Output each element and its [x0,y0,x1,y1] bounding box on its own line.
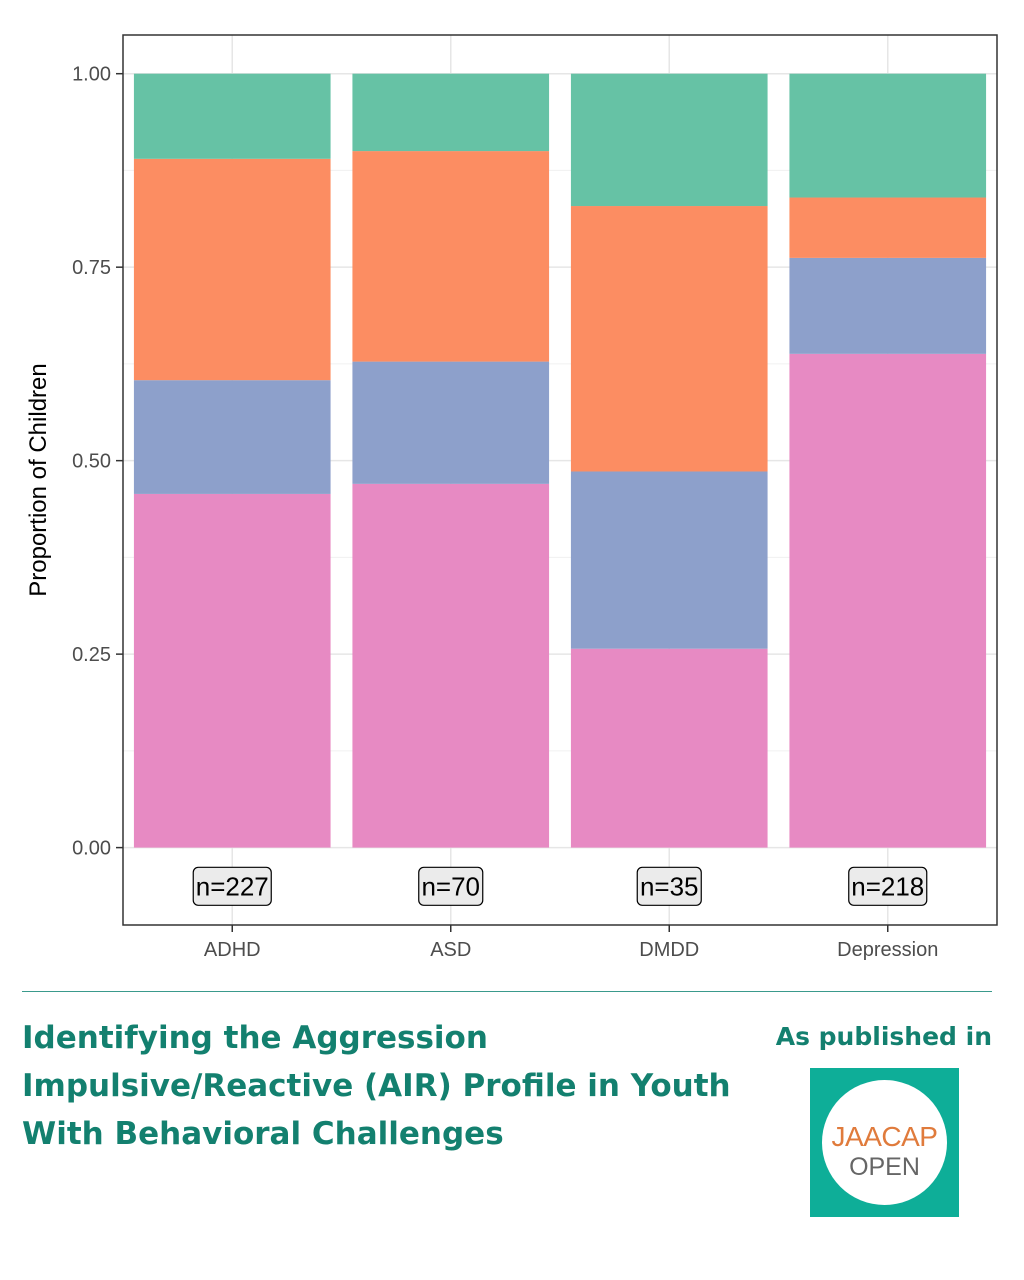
bar-dmdd-segment-1 [570,648,768,848]
x-tick-label: DMDD [639,939,699,961]
y-tick-label: 0.00 [72,838,111,860]
y-axis-label: Proportion of Children [25,363,52,596]
count-label-box [636,866,702,906]
x-tick-label: ASD [430,939,471,961]
count-label: n=218 [851,871,924,901]
stacked-bar-chart: n=227 n=70 n=35 n=218 0.00 0.25 0.50 0.75 1.00 A… [25,34,998,961]
logo-circle: JAACAP OPEN [822,1080,947,1205]
count-label: n=70 [421,871,480,901]
footer-divider [22,991,992,992]
axes: 0.00 0.25 0.50 0.75 1.00 ADHD ASD DMDD Depressio… [72,64,938,961]
count-label: n=227 [196,871,269,901]
x-tick-label: Depression [837,939,938,961]
x-tick-label: ADHD [204,939,261,961]
bar-asd-segment-4 [352,73,550,152]
count-label: n=35 [640,871,699,901]
bar-asd-segment-2 [352,361,550,484]
bar-adhd-segment-3 [133,158,331,381]
bar-adhd-segment-2 [133,380,331,494]
logo-text-open: OPEN [849,1153,920,1181]
bar-dmdd-segment-4 [570,73,768,207]
y-tick-label: 0.25 [72,644,111,666]
y-tick-label: 0.75 [72,257,111,279]
bar-depression-segment-2 [789,257,987,354]
plot-panel-border [122,34,998,926]
bar-dmdd-segment-3 [570,206,768,472]
journal-logo: JAACAP OPEN [810,1068,959,1217]
bar-asd-segment-1 [352,483,550,848]
y-tick-label: 1.00 [72,64,111,86]
count-label-box [192,866,272,906]
bar-asd-segment-3 [352,151,550,362]
logo-text-jaacap: JAACAP [831,1121,938,1152]
count-label-box [418,866,484,906]
bar-depression-segment-3 [789,197,987,258]
bars [133,73,987,848]
bar-depression-segment-1 [789,353,987,848]
y-tick-label: 0.50 [72,451,111,473]
bar-depression-segment-4 [789,73,987,198]
count-label-box [848,866,928,906]
bar-adhd-segment-1 [133,493,331,848]
bar-dmdd-segment-2 [570,471,768,649]
count-labels: n=227 n=70 n=35 n=218 [192,866,928,906]
bar-adhd-segment-4 [133,73,331,159]
article-title: Identifying the Aggression Impulsive/Rea… [22,1020,731,1152]
published-in-label: As published in [775,1022,992,1051]
